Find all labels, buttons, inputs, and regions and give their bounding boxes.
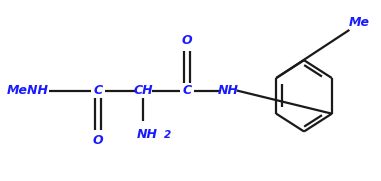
- Text: C: C: [93, 84, 102, 97]
- Text: O: O: [182, 34, 192, 47]
- Text: NH: NH: [137, 128, 158, 141]
- Text: MeNH: MeNH: [7, 84, 49, 97]
- Text: Me: Me: [348, 16, 369, 29]
- Text: NH: NH: [218, 84, 239, 97]
- Text: C: C: [182, 84, 191, 97]
- Text: CH: CH: [134, 84, 153, 97]
- Text: 2: 2: [164, 130, 171, 140]
- Text: O: O: [93, 134, 103, 147]
